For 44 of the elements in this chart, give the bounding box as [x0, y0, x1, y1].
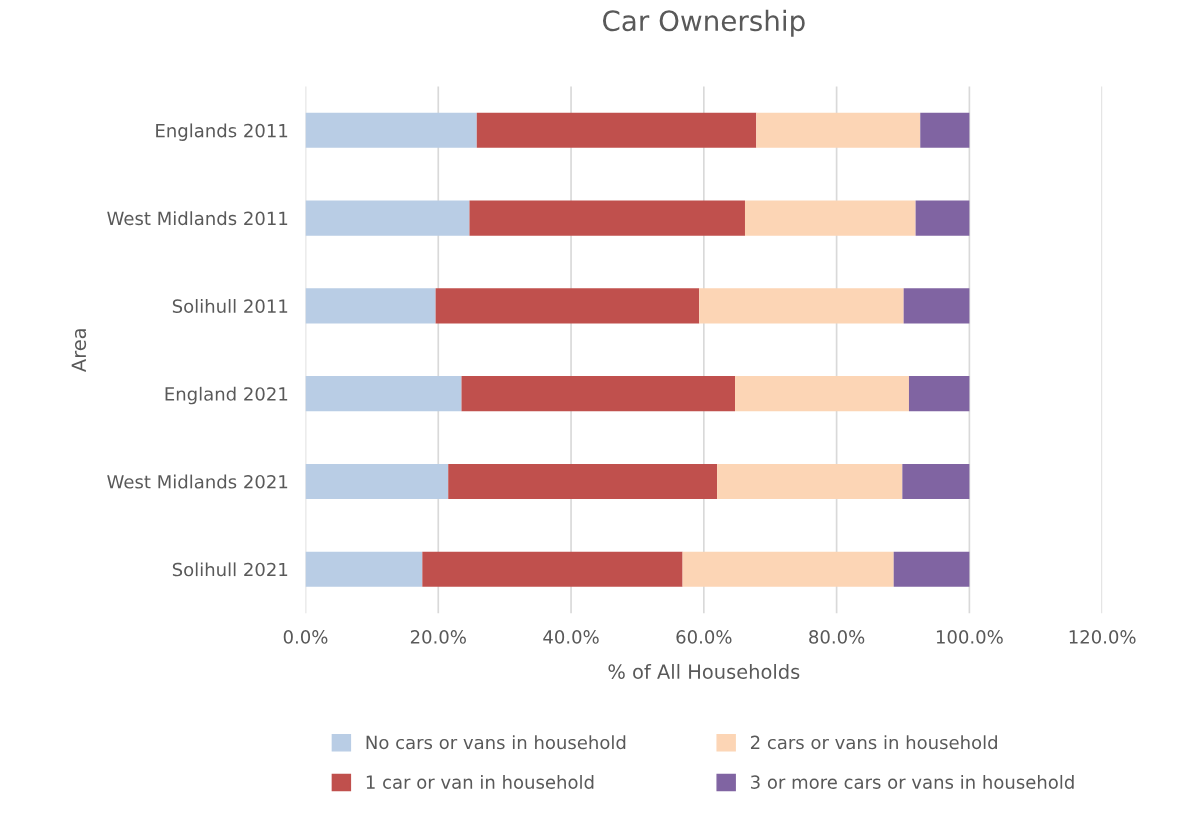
bar: [461, 376, 736, 412]
y-tick-label: Englands 2011: [156, 123, 288, 141]
bar: [699, 288, 904, 324]
x-tick-label: 100.0%: [936, 630, 1003, 644]
bar: [735, 376, 909, 412]
bar: [903, 288, 970, 324]
bar: [920, 112, 970, 148]
y-tick-label: Solihull 2021: [172, 562, 288, 577]
y-axis-title: Area: [71, 329, 87, 372]
bar: [422, 551, 683, 587]
y-tick-label: West Midlands 2011: [107, 211, 288, 226]
legend-label: 1 car or van in household: [366, 774, 594, 789]
x-tick-label: 0.0%: [283, 630, 328, 644]
x-tick-label: 80.0%: [809, 630, 865, 644]
legend-label: 3 or more cars or vans in household: [751, 774, 1074, 789]
x-tick-label: 120.0%: [1069, 630, 1136, 644]
bar: [744, 200, 916, 236]
bar: [915, 200, 970, 236]
bar: [448, 463, 718, 500]
legend-label: 2 cars or vans in household: [750, 735, 997, 750]
bar: [908, 376, 970, 412]
y-tick-label: Solihull 2011: [172, 299, 288, 313]
bar: [305, 463, 449, 500]
x-tick-label: 60.0%: [676, 630, 732, 644]
y-tick-label: West Midlands 2021: [107, 474, 288, 489]
bar: [305, 376, 462, 412]
bar: [305, 288, 436, 324]
legend-label: No cars or vans in household: [366, 735, 626, 750]
bar: [717, 463, 903, 500]
x-axis-title: % of All Households: [608, 663, 800, 679]
bar: [305, 112, 477, 148]
bar: [435, 288, 700, 324]
chart-title: Car Ownership: [602, 9, 805, 37]
bar: [902, 463, 970, 500]
y-tick-label: England 2021: [165, 386, 288, 405]
bar: [305, 551, 423, 587]
x-tick-label: 20.0%: [410, 630, 466, 644]
x-tick-label: 40.0%: [543, 630, 599, 644]
bar: [476, 112, 757, 148]
bar: [469, 200, 745, 236]
bar: [893, 551, 970, 587]
bar: [682, 551, 894, 587]
bar: [305, 200, 470, 236]
bar: [756, 112, 921, 148]
